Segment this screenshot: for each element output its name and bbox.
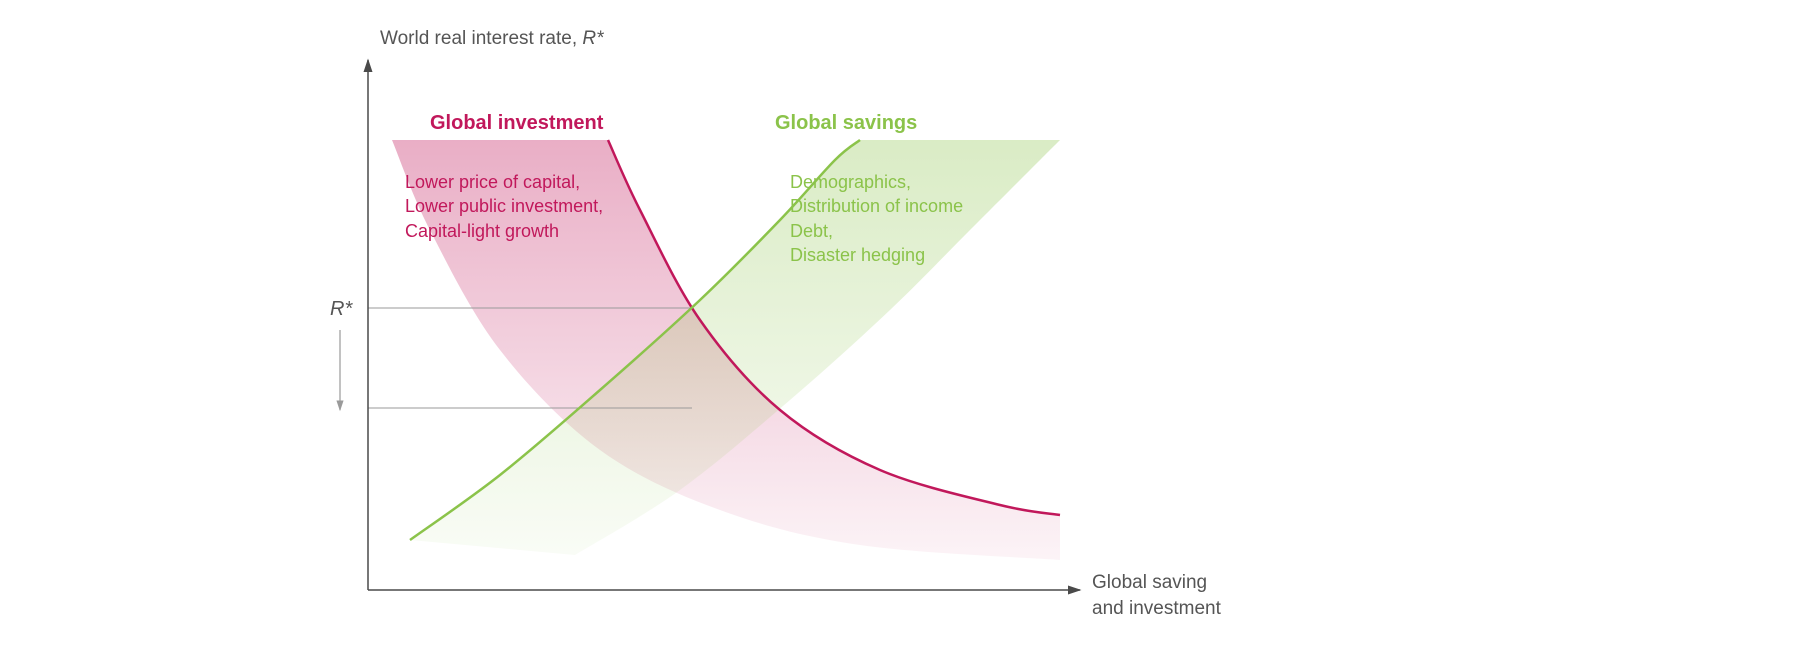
savings-factors: Demographics, Distribution of income Deb… [790,170,963,267]
savings-title: Global savings [775,110,917,137]
y-axis-label: World real interest rate, R* [380,26,604,52]
investment-title: Global investment [430,110,603,137]
investment-factors: Lower price of capital, Lower public inv… [405,170,603,243]
chart-svg [0,0,1818,663]
rstar-label: R* [330,296,352,323]
x-axis-label: Global saving and investment [1092,570,1221,621]
chart-canvas: World real interest rate, R* Global savi… [0,0,1818,663]
